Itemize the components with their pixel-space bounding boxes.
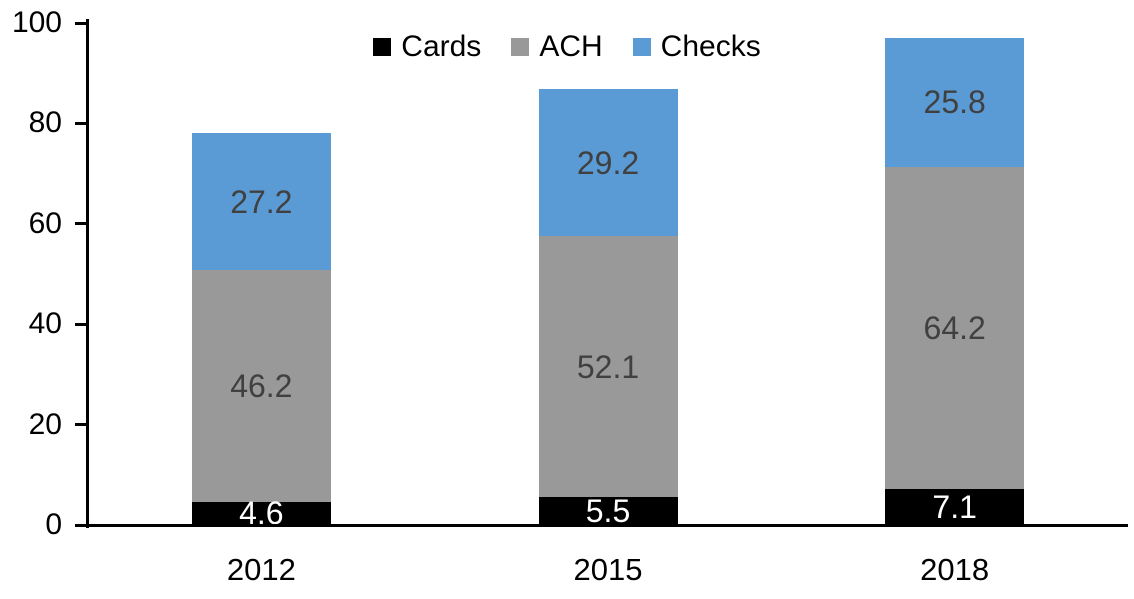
data-label: 52.1 xyxy=(576,348,640,385)
bar-segment-cards-2018: 7.1 xyxy=(885,489,1025,526)
data-label: 5.5 xyxy=(585,493,631,530)
legend-item-checks: Checks xyxy=(632,30,761,64)
legend-label-checks: Checks xyxy=(660,30,761,63)
bar-segment-ach-2012: 46.2 xyxy=(191,269,331,502)
data-label: 27.2 xyxy=(230,183,293,220)
plot-area: 0 20 40 60 80 100 4.6 46.2 27.2 2012 5.5 52.1 29.2 20… xyxy=(12,7,1128,587)
x-axis-label-2018: 2018 xyxy=(920,552,990,587)
y-axis-tick-label: 0 xyxy=(45,508,62,541)
legend-marker-ach-icon xyxy=(511,38,530,56)
x-axis-label-2015: 2015 xyxy=(573,552,643,587)
y-axis-tick xyxy=(75,21,87,25)
x-axis-line xyxy=(86,524,1128,527)
bar-segment-ach-2015: 52.1 xyxy=(538,235,678,498)
y-axis-tick-label: 60 xyxy=(28,206,62,240)
y-axis-tick-label: 20 xyxy=(28,407,62,441)
bar-segment-checks-2018: 25.8 xyxy=(885,37,1025,168)
data-label: 64.2 xyxy=(923,310,986,347)
bar-segment-cards-2015: 5.5 xyxy=(538,493,678,530)
legend-item-ach: ACH xyxy=(511,30,603,64)
x-axis-label-2012: 2012 xyxy=(226,552,296,587)
legend-label-cards: Cards xyxy=(401,30,482,63)
legend-marker-cards-icon xyxy=(373,38,392,56)
y-axis-line xyxy=(86,19,89,528)
bar-segment-cards-2012: 4.6 xyxy=(191,497,331,529)
y-axis-tick-label: 40 xyxy=(28,307,62,341)
legend: Cards ACH Checks xyxy=(0,30,1134,64)
legend-marker-checks-icon xyxy=(632,38,651,56)
y-axis-tick xyxy=(75,222,87,226)
data-label: 29.2 xyxy=(576,144,640,181)
bar-segment-ach-2018: 64.2 xyxy=(885,167,1025,490)
y-axis-tick-label: 100 xyxy=(11,6,62,39)
y-axis-tick xyxy=(75,322,87,326)
data-label: 46.2 xyxy=(230,367,293,404)
legend-item-cards: Cards xyxy=(373,30,481,64)
data-label: 7.1 xyxy=(932,489,977,526)
data-label: 25.8 xyxy=(923,84,986,121)
bar-segment-checks-2012: 27.2 xyxy=(191,133,331,270)
bar-segment-checks-2015: 29.2 xyxy=(538,89,678,236)
legend-label-ach: ACH xyxy=(539,30,603,63)
y-axis-tick xyxy=(75,523,87,527)
y-axis-tick-label: 80 xyxy=(28,106,62,140)
y-axis-tick xyxy=(75,423,87,427)
y-axis-tick xyxy=(75,121,87,125)
